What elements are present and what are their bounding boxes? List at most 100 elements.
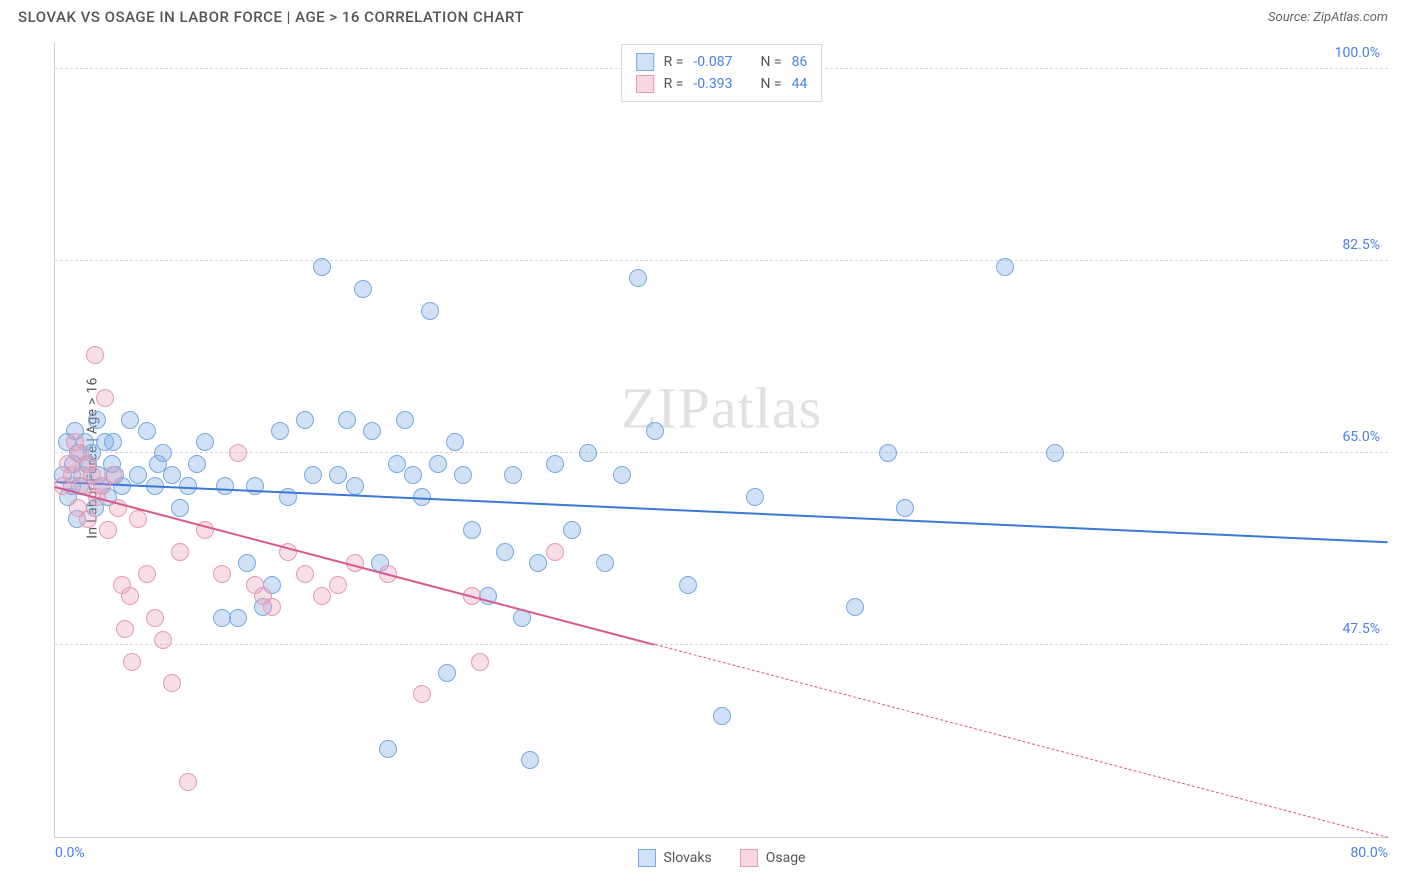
data-point <box>171 543 189 561</box>
data-point <box>96 389 114 407</box>
data-point <box>313 258 331 276</box>
data-point <box>388 455 406 473</box>
correlation-legend: R = -0.087N = 86R = -0.393N = 44 <box>621 44 823 102</box>
data-point <box>188 455 206 473</box>
data-point <box>163 674 181 692</box>
data-point <box>88 411 106 429</box>
data-point <box>996 258 1014 276</box>
data-point <box>879 444 897 462</box>
data-point <box>613 466 631 484</box>
data-point <box>163 466 181 484</box>
data-point <box>263 598 281 616</box>
series-legend-item: Osage <box>740 849 806 867</box>
data-point <box>216 477 234 495</box>
r-label: R = <box>664 76 684 92</box>
data-point <box>546 543 564 561</box>
data-point <box>246 477 264 495</box>
y-tick-label: 100.0% <box>1335 45 1380 61</box>
gridline <box>55 452 1388 453</box>
n-value: 86 <box>792 54 808 70</box>
data-point <box>121 587 139 605</box>
chart-title: SLOVAK VS OSAGE IN LABOR FORCE | AGE > 1… <box>18 8 524 26</box>
legend-row: R = -0.087N = 86 <box>636 51 808 73</box>
data-point <box>629 269 647 287</box>
data-point <box>86 346 104 364</box>
data-point <box>529 554 547 572</box>
data-point <box>138 565 156 583</box>
n-label: N = <box>760 76 781 92</box>
legend-row: R = -0.393 N = 44 <box>636 73 808 95</box>
data-point <box>596 554 614 572</box>
data-point <box>129 466 147 484</box>
data-point <box>238 554 256 572</box>
source-label: Source: ZipAtlas.com <box>1268 10 1388 25</box>
data-point <box>154 444 172 462</box>
data-point <box>196 433 214 451</box>
x-tick-label: 0.0% <box>55 845 85 861</box>
data-point <box>99 521 117 539</box>
data-point <box>446 433 464 451</box>
data-point <box>563 521 581 539</box>
legend-swatch <box>638 849 656 867</box>
plot-region: ZIPatlas R = -0.087N = 86R = -0.393N = 4… <box>54 42 1388 838</box>
data-point <box>213 565 231 583</box>
data-point <box>123 653 141 671</box>
data-point <box>746 488 764 506</box>
data-point <box>396 411 414 429</box>
data-point <box>104 433 122 451</box>
data-point <box>116 620 134 638</box>
legend-swatch <box>636 75 654 93</box>
data-point <box>179 773 197 791</box>
data-point <box>79 510 97 528</box>
data-point <box>504 466 522 484</box>
data-point <box>454 466 472 484</box>
data-point <box>413 685 431 703</box>
y-tick-label: 82.5% <box>1342 237 1380 253</box>
data-point <box>1046 444 1064 462</box>
series-name: Osage <box>766 850 806 866</box>
data-point <box>363 422 381 440</box>
data-point <box>329 466 347 484</box>
data-point <box>846 598 864 616</box>
data-point <box>121 411 139 429</box>
data-point <box>229 609 247 627</box>
data-point <box>679 576 697 594</box>
data-point <box>138 422 156 440</box>
data-point <box>463 521 481 539</box>
data-point <box>304 466 322 484</box>
data-point <box>171 499 189 517</box>
n-value: 44 <box>792 76 808 92</box>
data-point <box>271 422 289 440</box>
data-point <box>129 510 147 528</box>
data-point <box>379 740 397 758</box>
trend-line <box>655 644 1388 838</box>
data-point <box>346 477 364 495</box>
data-point <box>646 422 664 440</box>
legend-swatch <box>636 53 654 71</box>
data-point <box>154 631 172 649</box>
r-value: -0.393 <box>693 76 732 92</box>
data-point <box>213 609 231 627</box>
y-tick-label: 65.0% <box>1342 429 1380 445</box>
data-point <box>521 751 539 769</box>
data-point <box>104 466 122 484</box>
series-name: Slovaks <box>664 850 712 866</box>
data-point <box>329 576 347 594</box>
data-point <box>579 444 597 462</box>
data-point <box>429 455 447 473</box>
series-legend: Slovaks Osage <box>638 849 806 867</box>
data-point <box>354 280 372 298</box>
data-point <box>229 444 247 462</box>
data-point <box>496 543 514 561</box>
data-point <box>296 565 314 583</box>
r-label: R = <box>664 54 684 70</box>
data-point <box>313 587 331 605</box>
data-point <box>896 499 914 517</box>
data-point <box>438 664 456 682</box>
y-tick-label: 47.5% <box>1342 621 1380 637</box>
x-tick-label: 80.0% <box>1350 845 1388 861</box>
trend-line <box>55 481 1388 543</box>
r-value: -0.087 <box>693 54 732 70</box>
data-point <box>404 466 422 484</box>
series-legend-item: Slovaks <box>638 849 712 867</box>
